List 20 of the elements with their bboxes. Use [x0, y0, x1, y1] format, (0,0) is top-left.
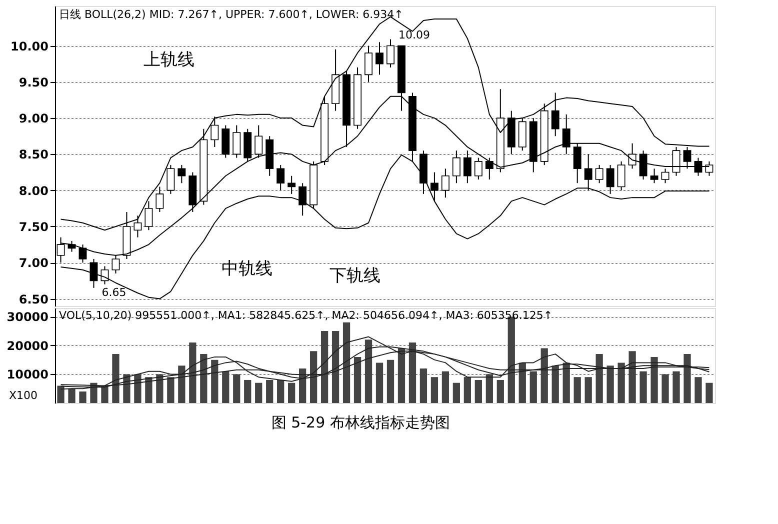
annotation: 日线 BOLL(26,2) MID: 7.267↑, UPPER: 7.600↑, LOWER: 6.934↑ [59, 8, 404, 21]
y-tick-label: 8.00 [18, 184, 48, 198]
annotation: 上轨线 [144, 50, 194, 70]
text: X100 [9, 389, 38, 402]
annotation: 下轨线 [330, 266, 380, 286]
annotation: VOL(5,10,20) 995551.000↑, MA1: 582845.625↑, MA2: 504656.094↑, MA3: 605356.125↑ [59, 309, 553, 322]
text: 图 5-29 布林线指标走势图 [271, 414, 450, 432]
y-tick-label: 30000 [6, 310, 48, 324]
y-tick-label: 7.50 [18, 220, 48, 234]
y-tick-label: 6.50 [18, 292, 48, 306]
annotation: 10.09 [398, 28, 430, 42]
y-tick-label: 20000 [6, 338, 48, 353]
y-tick-label: 9.50 [18, 75, 48, 90]
y-tick-label: 9.00 [18, 112, 48, 126]
annotation: 中轨线 [222, 259, 272, 279]
y-tick-label: 10.00 [10, 39, 48, 54]
y-tick-label: 8.50 [18, 148, 48, 162]
y-tick-label: 10000 [6, 368, 48, 382]
annotation: 6.65 [102, 286, 126, 299]
y-tick-label: 7.00 [18, 256, 48, 270]
